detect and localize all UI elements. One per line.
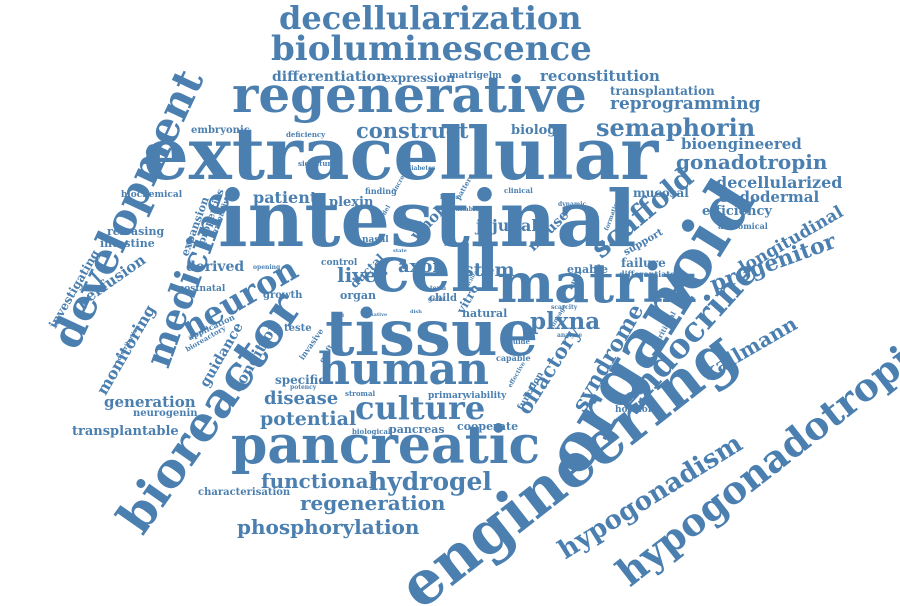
- word-nasal: nasal: [362, 235, 389, 245]
- word-human: human: [318, 344, 490, 395]
- word-level: level: [331, 313, 345, 319]
- word-tissue: tissue: [325, 296, 539, 371]
- word-jejunal: jejunal: [476, 216, 538, 235]
- word-matrigelm: matrigelm: [449, 71, 502, 81]
- word-axon: axon: [398, 256, 446, 277]
- word-diabetes: diabetes: [407, 165, 436, 172]
- word-anatomical: anatomical: [718, 221, 768, 231]
- word-dynamic: dynamic: [558, 201, 587, 208]
- word-liver: liver: [337, 263, 388, 287]
- word-gonadotropin: gonadotropin: [676, 150, 828, 174]
- word-decellularized: decellularized: [716, 173, 843, 192]
- word-semaphorin: semaphorin: [596, 113, 756, 142]
- word-bioengineered: bioengineered: [681, 135, 802, 153]
- word-analyse: analyse: [557, 332, 583, 339]
- word-dish: dish: [410, 309, 422, 315]
- word-regeneration: regeneration: [300, 491, 446, 515]
- word-transplantation: transplantation: [610, 84, 715, 98]
- word-cooperate: cooperate: [457, 420, 519, 433]
- word-potency: potency: [290, 384, 317, 391]
- word-gene: gene: [428, 296, 445, 303]
- word-specific: specific: [275, 373, 326, 387]
- word-differentiation: differentiation: [272, 69, 387, 85]
- word-stem: stem: [463, 259, 515, 281]
- word-culture: culture: [355, 389, 486, 427]
- word-postnatal: postnatal: [178, 284, 226, 294]
- word-finding: finding: [365, 186, 397, 196]
- word-viability: viability: [466, 391, 507, 401]
- word-extracellular: extracellular: [143, 111, 659, 196]
- word-intestine: intestine: [100, 237, 155, 250]
- word-child: child: [429, 293, 457, 304]
- word-guide: guide: [508, 337, 530, 346]
- word-primary: primary: [428, 391, 468, 401]
- word-plexin: plexin: [329, 195, 374, 210]
- word-bioluminescence: bioluminescence: [271, 29, 592, 69]
- word-differentiate: differentiate: [619, 269, 676, 279]
- word-mucosal: mucosal: [633, 186, 689, 200]
- word-scarcity: scarcity: [551, 304, 578, 311]
- word-transplantable: transplantable: [72, 424, 179, 439]
- word-form: form: [444, 241, 461, 248]
- word-organ: organ: [340, 289, 376, 302]
- word-releasing: releasing: [107, 225, 165, 238]
- word-cell: cell: [371, 232, 500, 307]
- word-reprogramming: reprogramming: [610, 94, 761, 114]
- word-enable: enable: [567, 263, 608, 276]
- word-suitable: suitable: [452, 206, 479, 213]
- word-functional: functional: [261, 469, 377, 493]
- word-deficiency: deficiency: [286, 130, 326, 139]
- word-potential: potential: [260, 408, 357, 430]
- word-intestinal: intestinal: [218, 174, 637, 265]
- word-characterisation: characterisation: [198, 487, 291, 498]
- word-construct: construct: [356, 118, 469, 143]
- word-generation: generation: [104, 393, 196, 411]
- word-pancreatic: pancreatic: [231, 415, 541, 476]
- word-neurogenin: neurogenin: [133, 408, 198, 419]
- word-expression: expression: [383, 71, 455, 85]
- word-opening: opening: [253, 264, 281, 271]
- word-derived: derived: [186, 259, 245, 275]
- word-natural: natural: [462, 307, 508, 320]
- word-reconstitution: reconstitution: [540, 67, 660, 85]
- word-teste: teste: [284, 323, 312, 334]
- word-biology: biology: [511, 123, 564, 138]
- word-stromal: stromal: [345, 389, 376, 398]
- word-patient: patient: [253, 188, 318, 207]
- word-embryonic: embryonic: [191, 125, 250, 136]
- word-hydrogel: hydrogel: [369, 467, 492, 496]
- word-growth: growth: [263, 290, 303, 301]
- word-phosphorylation: phosphorylation: [237, 515, 420, 539]
- word-capable: capable: [496, 353, 531, 363]
- word-failure: failure: [621, 256, 666, 270]
- word-pancreas: pancreas: [389, 423, 445, 436]
- word-efficiency: efficiency: [702, 204, 772, 219]
- word-matrix: matrix: [497, 251, 696, 315]
- word-state: state: [393, 248, 407, 254]
- word-signature: signature: [298, 159, 336, 168]
- word-control: control: [321, 258, 358, 268]
- word-hypes: hypes: [440, 194, 460, 201]
- word-term: term: [430, 285, 447, 292]
- word-plxna: plxna: [530, 308, 601, 335]
- word-biological: biological: [352, 427, 391, 436]
- word-hormone: hormone: [615, 405, 661, 415]
- word-decellularization: decellularization: [279, 0, 582, 37]
- word-clinical: clinical: [504, 186, 533, 195]
- word-biochemical: biochemical: [121, 190, 183, 200]
- word-endodermal: endodermal: [719, 188, 820, 206]
- word-native: native: [370, 312, 388, 318]
- word-regenerative: regenerative: [232, 65, 587, 124]
- word-disease: disease: [264, 388, 339, 409]
